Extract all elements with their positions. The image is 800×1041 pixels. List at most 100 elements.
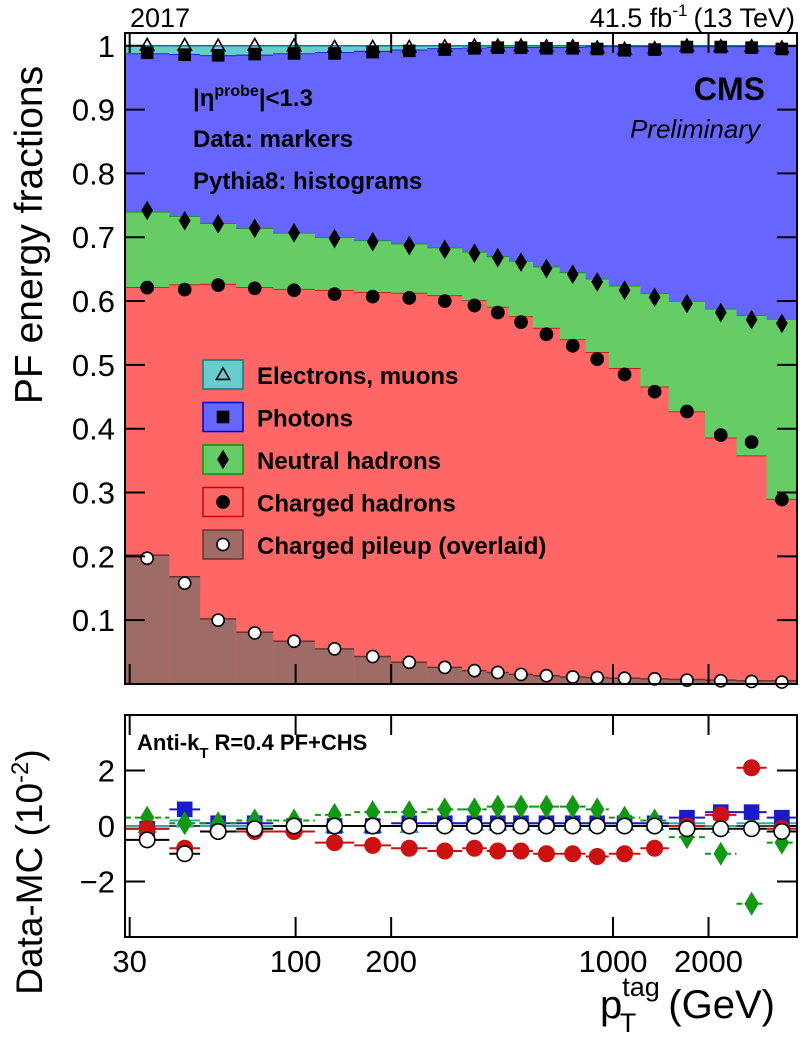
histogram-bar	[585, 278, 610, 353]
data-marker	[438, 239, 451, 260]
histogram-bar	[314, 52, 355, 238]
y-tick-label: 0.3	[72, 476, 115, 511]
data-marker	[564, 845, 582, 863]
jet-annotation: Anti-kT R=0.4 PF+CHS	[137, 730, 367, 762]
data-marker	[287, 47, 301, 60]
data-marker	[588, 848, 606, 866]
histogram-bar	[668, 411, 706, 684]
legend-label: Neutral hadrons	[257, 448, 441, 475]
y-axis-label-part: -2	[7, 762, 34, 783]
data-marker	[647, 384, 662, 399]
annotation: Data: markers	[193, 126, 353, 153]
data-marker	[773, 823, 791, 841]
histogram-bar	[125, 53, 170, 212]
eta-annotation-part: |η	[193, 85, 214, 112]
data-marker	[327, 642, 342, 656]
histogram-bar	[236, 287, 274, 684]
data-marker	[326, 38, 343, 53]
data-marker	[489, 842, 507, 860]
data-marker	[436, 817, 454, 835]
x-axis-label-part: tag	[622, 972, 660, 1002]
histogram-bar	[200, 223, 237, 284]
data-marker	[566, 42, 580, 55]
data-marker	[285, 817, 303, 835]
histogram-bar	[200, 618, 237, 684]
histogram-bar	[486, 47, 510, 257]
luminosity: 41.5 fb-1 (13 TeV)	[590, 1, 795, 33]
histogram-bar	[169, 54, 201, 217]
histogram-bar	[391, 49, 428, 244]
data-marker	[646, 40, 663, 55]
data-marker	[588, 817, 606, 835]
data-marker	[216, 537, 230, 552]
data-marker	[515, 252, 527, 272]
data-marker	[537, 845, 555, 863]
data-marker	[403, 235, 416, 256]
histogram-bar	[668, 46, 706, 302]
histogram-bar	[533, 47, 561, 267]
jet-annotation-part: Anti-k	[137, 730, 200, 755]
x-axis-label: ptag T (GeV)	[600, 972, 775, 1038]
data-marker	[489, 37, 506, 52]
histogram-bar	[391, 662, 428, 684]
data-marker	[402, 291, 417, 305]
data-marker	[140, 551, 155, 566]
data-marker	[618, 280, 631, 301]
data-marker	[288, 222, 300, 243]
data-marker	[468, 243, 481, 263]
y-tick-label: 0.9	[72, 93, 115, 128]
histogram-bar	[427, 295, 463, 684]
histogram-bar	[736, 455, 768, 684]
data-marker	[247, 626, 262, 640]
data-marker	[713, 428, 728, 442]
legend: Electrons, muons Photons Neutral hadrons Ch…	[202, 359, 546, 560]
data-marker	[327, 287, 342, 301]
x-axis-label-part: (GeV)	[668, 983, 775, 1027]
y-tick-label: 0.4	[72, 412, 115, 447]
data-marker	[402, 655, 417, 670]
x-tick-label: 1000	[579, 944, 648, 979]
data-marker	[489, 817, 507, 835]
data-marker	[328, 228, 341, 249]
data-marker	[209, 823, 227, 841]
histogram-bar	[585, 46, 610, 279]
histogram-bar	[462, 47, 488, 252]
data-marker	[490, 794, 506, 819]
plot-frame	[124, 32, 798, 685]
data-marker	[216, 410, 230, 424]
data-marker	[140, 280, 155, 295]
histogram-bar	[559, 47, 587, 273]
data-marker	[539, 327, 554, 342]
data-marker	[743, 38, 760, 53]
data-marker	[773, 39, 790, 54]
histogram-bar	[486, 256, 510, 307]
data-marker	[246, 820, 264, 838]
y-tick-label: −2	[80, 865, 115, 900]
histogram-bar	[169, 576, 201, 684]
data-marker	[743, 820, 761, 838]
data-marker	[287, 283, 301, 298]
legend-label: Photons	[257, 406, 353, 433]
data-marker	[465, 839, 483, 857]
data-marker	[211, 613, 226, 628]
luminosity-part: -1	[672, 1, 687, 20]
y-axis-label: Data-MC (10-2)	[7, 749, 50, 994]
legend-swatch	[202, 359, 244, 390]
histogram-bar	[354, 292, 392, 684]
data-marker	[490, 305, 505, 320]
data-marker	[591, 272, 604, 292]
data-marker	[216, 495, 230, 509]
data-marker	[176, 845, 194, 863]
annotation: Pythia8: histograms	[193, 168, 422, 195]
data-marker	[744, 674, 759, 689]
histogram-bar	[354, 50, 392, 241]
histogram-bar	[273, 288, 316, 684]
data-marker	[465, 817, 483, 835]
data-marker	[744, 891, 759, 916]
data-marker	[215, 366, 231, 381]
histogram-bar	[273, 641, 316, 684]
data-marker	[648, 287, 661, 308]
x-tick-label: 100	[270, 944, 322, 979]
data-marker	[210, 37, 227, 52]
